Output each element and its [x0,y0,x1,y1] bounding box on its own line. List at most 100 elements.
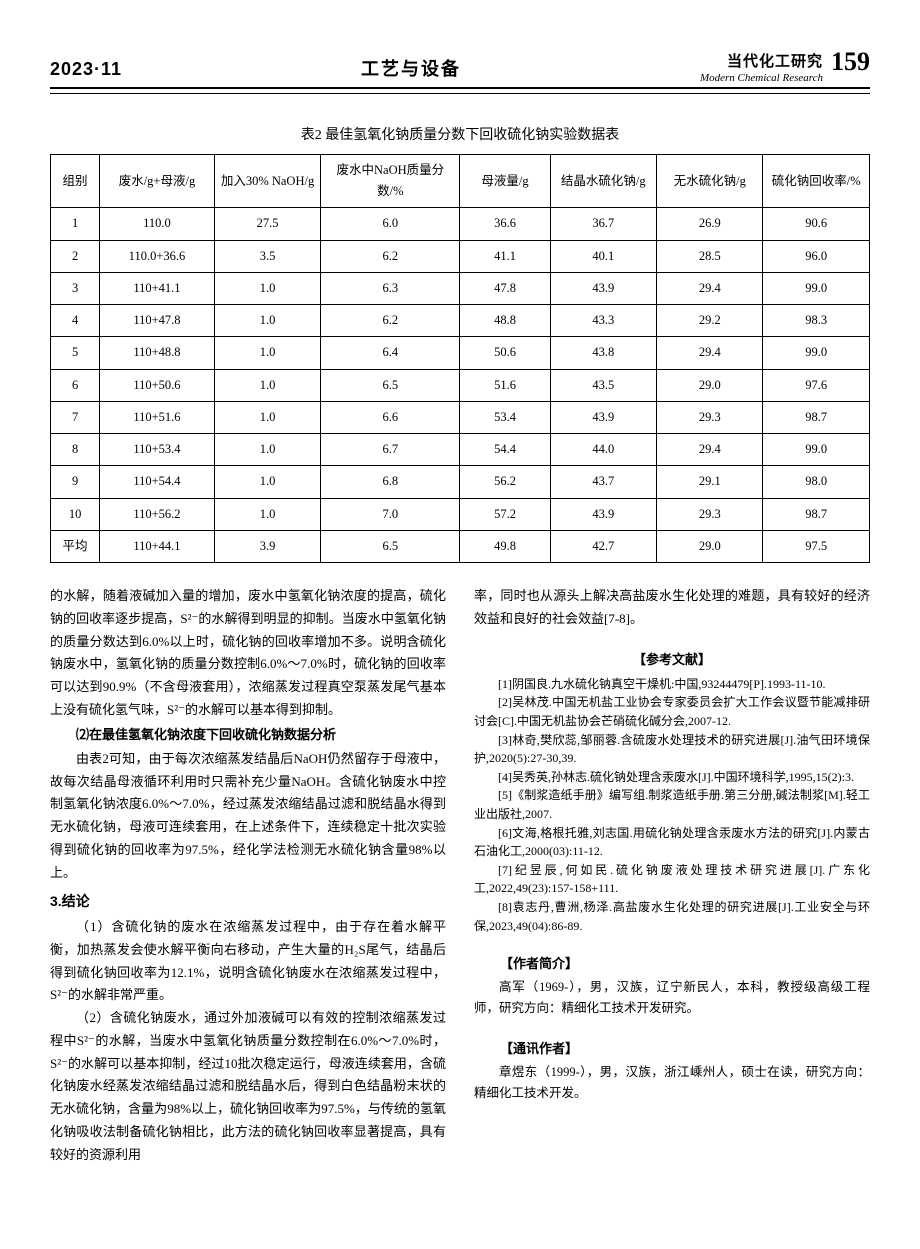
table-cell: 4 [51,305,100,337]
table-cell: 6.2 [321,240,460,272]
table-cell: 36.6 [460,208,550,240]
table-cell: 97.6 [763,369,870,401]
table-cell: 110.0 [100,208,215,240]
table-header-cell: 组别 [51,154,100,208]
table-cell: 1.0 [214,466,320,498]
table-cell: 7 [51,401,100,433]
reference-item: [7]纪昱辰,何如民.硫化钠废液处理技术研究进展[J].广东化工,2022,49… [474,861,870,898]
table-cell: 50.6 [460,337,550,369]
table-cell: 26.9 [657,208,763,240]
table-cell: 57.2 [460,498,550,530]
left-column: 的水解，随着液碱加入量的增加，废水中氢氧化钠浓度的提高，硫化钠的回收率逐步提高，… [50,585,446,1166]
corresponding-author-heading: 【通讯作者】 [474,1038,870,1060]
table-cell: 1 [51,208,100,240]
section-heading: 3.结论 [50,890,446,914]
table-cell: 44.0 [550,434,656,466]
table-cell: 平均 [51,530,100,562]
table-header-cell: 无水硫化钠/g [657,154,763,208]
table-row: 5110+48.81.06.450.643.829.499.0 [51,337,870,369]
table-header-cell: 结晶水硫化钠/g [550,154,656,208]
table-cell: 7.0 [321,498,460,530]
table-cell: 98.3 [763,305,870,337]
two-column-layout: 的水解，随着液碱加入量的增加，废水中氢氧化钠浓度的提高，硫化钠的回收率逐步提高，… [50,585,870,1166]
table-cell: 99.0 [763,434,870,466]
table-cell: 53.4 [460,401,550,433]
table-cell: 3 [51,272,100,304]
table-cell: 3.5 [214,240,320,272]
page-header: 2023·11 工艺与设备 当代化工研究 Modern Chemical Res… [50,40,870,89]
table-cell: 54.4 [460,434,550,466]
author-bio-heading: 【作者简介】 [474,953,870,975]
table-cell: 1.0 [214,305,320,337]
references-list: [1]阴国良.九水硫化钠真空干燥机:中国,93244479[P].1993-11… [474,675,870,935]
body-para: 率，同时也从源头上解决高盐废水生化处理的难题，具有较好的经济效益和良好的社会效益… [474,585,870,631]
table-cell: 51.6 [460,369,550,401]
table-cell: 1.0 [214,272,320,304]
table-cell: 43.5 [550,369,656,401]
table-row: 10110+56.21.07.057.243.929.398.7 [51,498,870,530]
table-cell: 29.3 [657,498,763,530]
table-cell: 98.0 [763,466,870,498]
table-cell: 36.7 [550,208,656,240]
table-cell: 29.4 [657,272,763,304]
table-caption: 表2 最佳氢氧化钠质量分数下回收硫化钠实验数据表 [50,124,870,148]
header-rule [50,93,870,94]
table-cell: 6.7 [321,434,460,466]
table-cell: 110+41.1 [100,272,215,304]
table-cell: 6.2 [321,305,460,337]
issue-label: 2023·11 [50,54,122,85]
table-cell: 29.0 [657,530,763,562]
table-cell: 40.1 [550,240,656,272]
table-cell: 1.0 [214,498,320,530]
reference-item: [1]阴国良.九水硫化钠真空干燥机:中国,93244479[P].1993-11… [474,675,870,694]
table-cell: 110+54.4 [100,466,215,498]
table-cell: 29.2 [657,305,763,337]
table-cell: 110.0+36.6 [100,240,215,272]
table-cell: 42.7 [550,530,656,562]
table-cell: 98.7 [763,401,870,433]
table-header-cell: 加入30% NaOH/g [214,154,320,208]
table-cell: 29.4 [657,434,763,466]
table-cell: 6.4 [321,337,460,369]
table-cell: 43.8 [550,337,656,369]
table-cell: 99.0 [763,272,870,304]
section-title: 工艺与设备 [361,54,461,85]
table-cell: 96.0 [763,240,870,272]
table-header-cell: 废水/g+母液/g [100,154,215,208]
table-cell: 6 [51,369,100,401]
table-cell: 43.9 [550,272,656,304]
table-cell: 41.1 [460,240,550,272]
table-cell: 97.5 [763,530,870,562]
table-cell: 110+53.4 [100,434,215,466]
table-cell: 110+47.8 [100,305,215,337]
table-cell: 110+44.1 [100,530,215,562]
table-cell: 6.8 [321,466,460,498]
table-cell: 110+51.6 [100,401,215,433]
table-header-row: 组别废水/g+母液/g加入30% NaOH/g废水中NaOH质量分数/%母液量/… [51,154,870,208]
table-cell: 1.0 [214,401,320,433]
table-cell: 47.8 [460,272,550,304]
table-cell: 56.2 [460,466,550,498]
table-cell: 28.5 [657,240,763,272]
table-row: 8110+53.41.06.754.444.029.499.0 [51,434,870,466]
table-body: 1110.027.56.036.636.726.990.62110.0+36.6… [51,208,870,563]
table-row: 平均110+44.13.96.549.842.729.097.5 [51,530,870,562]
table-row: 7110+51.61.06.653.443.929.398.7 [51,401,870,433]
references-heading: 【参考文献】 [474,649,870,671]
table-cell: 43.3 [550,305,656,337]
table-cell: 110+48.8 [100,337,215,369]
subsection-heading: ⑵在最佳氢氧化钠浓度下回收硫化钠数据分析 [50,724,446,746]
table-cell: 43.7 [550,466,656,498]
table-cell: 98.7 [763,498,870,530]
table-cell: 29.4 [657,337,763,369]
journal-name-cn: 当代化工研究 [700,54,823,71]
table-cell: 6.0 [321,208,460,240]
table-cell: 6.3 [321,272,460,304]
table-cell: 29.1 [657,466,763,498]
corresponding-author: 章煜东（1999-），男，汉族，浙江嵊州人，硕士在读，研究方向：精细化工技术开发… [474,1062,870,1105]
author-bio: 高军（1969-），男，汉族，辽宁新民人，本科，教授级高级工程师，研究方向：精细… [474,977,870,1020]
reference-item: [2]吴林茂.中国无机盐工业协会专家委员会扩大工作会议暨节能减排研讨会[C].中… [474,693,870,730]
table-cell: 49.8 [460,530,550,562]
table-header-cell: 硫化钠回收率/% [763,154,870,208]
table-row: 6110+50.61.06.551.643.529.097.6 [51,369,870,401]
